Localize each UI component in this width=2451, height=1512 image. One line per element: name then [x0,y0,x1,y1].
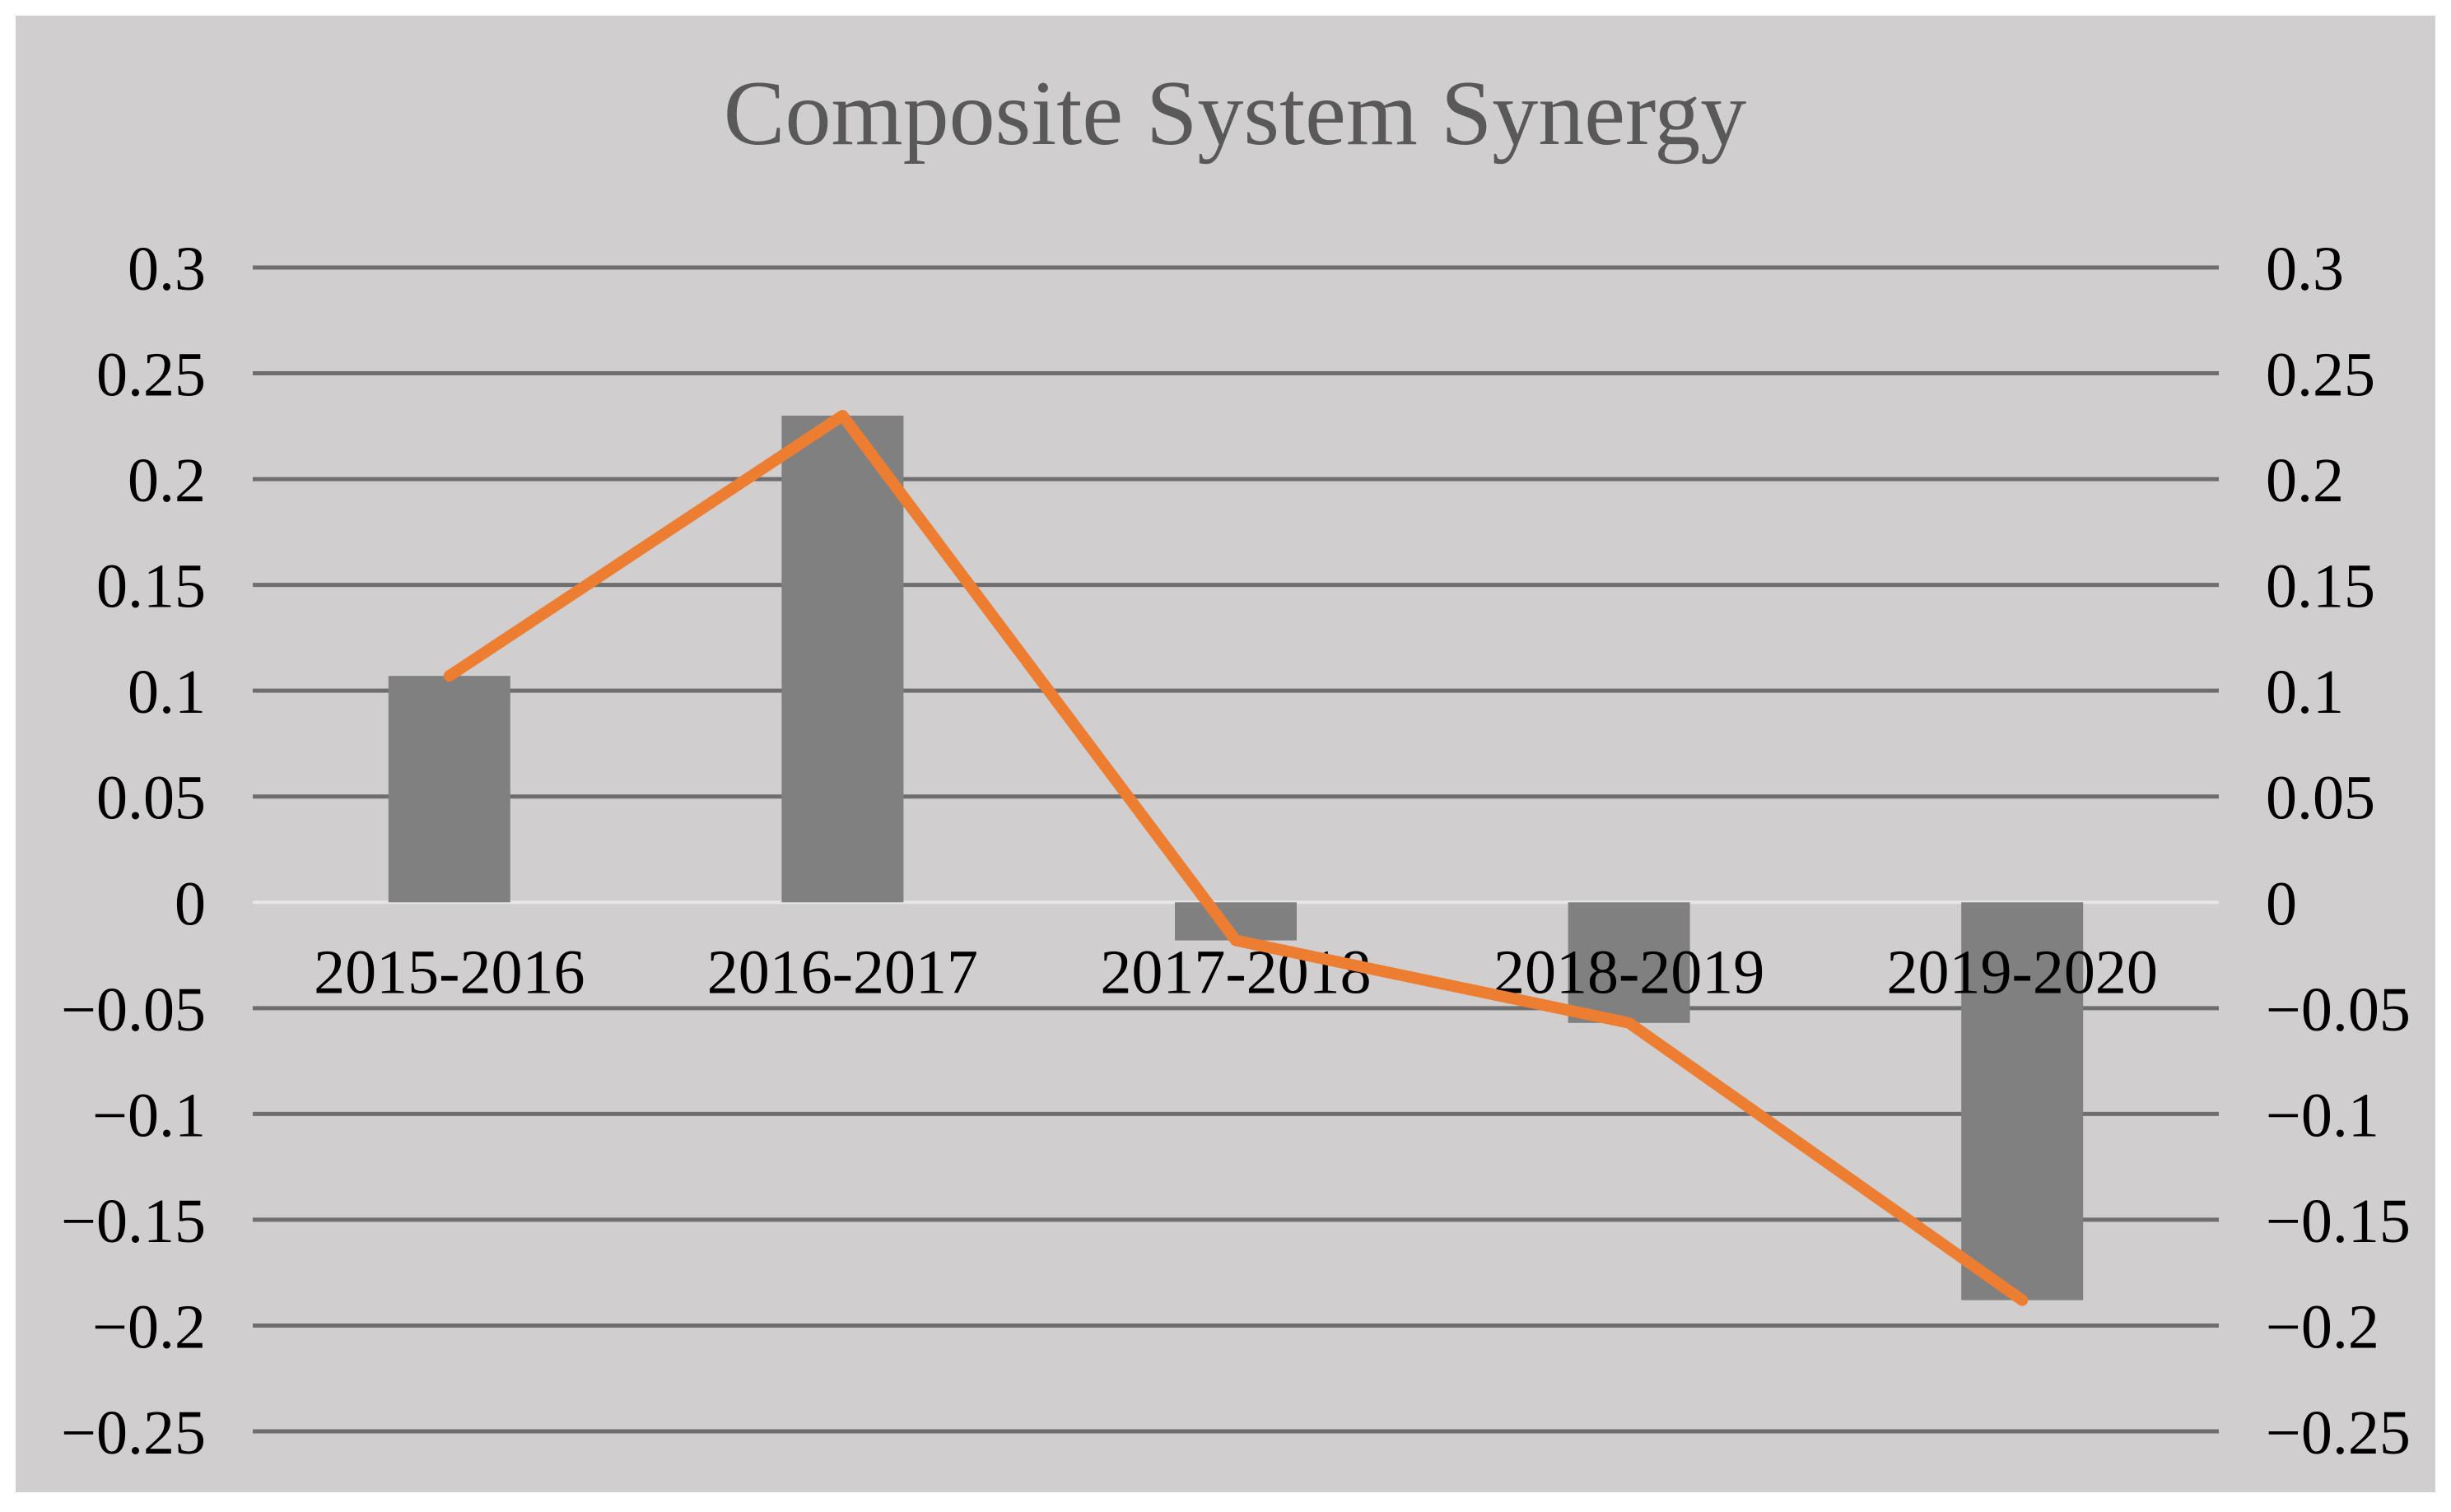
y-tick-label-right: 0.15 [2266,552,2375,621]
chart-title: Composite System Synergy [724,63,1746,165]
x-tick-label: 2017-2018 [1100,937,1371,1007]
y-axis-right-ticks: 0.3 0.25 0.2 0.15 0.1 0.05 0 −0.05 −0.1 −0.15 −0.2… [2266,235,2411,1468]
y-tick-label-left: −0.2 [92,1292,206,1361]
y-tick-label-right: −0.15 [2266,1187,2411,1256]
y-tick-label-left: 0 [175,869,206,938]
y-tick-label-left: 0.25 [96,341,206,410]
y-tick-label-right: 0.2 [2266,446,2344,515]
y-tick-label-left: −0.15 [61,1187,206,1256]
y-tick-label-left: 0.1 [128,658,206,727]
x-tick-label: 2015-2016 [314,937,585,1007]
y-tick-label-left: 0.15 [96,552,206,621]
y-tick-label-right: 0.05 [2266,764,2375,833]
bar [781,415,904,903]
y-tick-label-left: −0.1 [92,1081,206,1150]
x-tick-label: 2018-2019 [1493,937,1764,1007]
x-tick-label: 2019-2020 [1887,937,2158,1007]
bar [388,676,510,903]
bar [1961,902,2084,1300]
x-tick-label: 2016-2017 [707,937,978,1007]
y-tick-label-right: 0.1 [2266,658,2344,727]
y-tick-label-right: −0.25 [2266,1398,2411,1468]
y-tick-label-right: −0.1 [2266,1081,2379,1150]
y-tick-label-left: 0.2 [128,446,206,515]
y-tick-label-left: −0.25 [61,1398,206,1468]
y-tick-label-right: −0.05 [2266,975,2411,1044]
line-point [2021,1299,2024,1301]
y-tick-label-right: 0 [2266,869,2297,938]
bar [1568,902,1690,1023]
y-tick-label-right: −0.2 [2266,1292,2379,1361]
y-tick-label-left: 0.3 [128,235,206,304]
grid-lines [253,265,2219,1434]
line-series [443,409,2029,1306]
line-point [1628,1021,1630,1024]
y-tick-label-left: −0.05 [61,975,206,1044]
y-tick-label-right: 0.3 [2266,235,2344,304]
line-point [448,675,450,677]
y-axis-left-ticks: 0.3 0.25 0.2 0.15 0.1 0.05 0 −0.05 −0.1 −0.15 −0.2… [61,235,206,1468]
x-axis-ticks: 2015-2016 2016-2017 2017-2018 2018-2019 2019… [314,937,2158,1007]
line-point [1235,939,1237,942]
line-point [841,414,844,416]
y-tick-label-right: 0.25 [2266,341,2375,410]
y-tick-label-left: 0.05 [96,764,206,833]
